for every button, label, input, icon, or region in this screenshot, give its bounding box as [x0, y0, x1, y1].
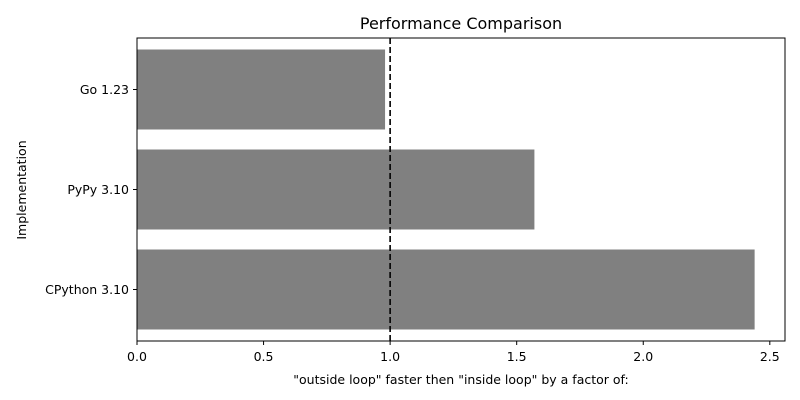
y-tick-label: Go 1.23	[80, 82, 129, 97]
x-tick-label: 0.5	[254, 349, 274, 364]
y-axis-ticks: CPython 3.10 PyPy 3.10 Go 1.23	[45, 82, 137, 297]
x-tick-label: 0.0	[127, 349, 147, 364]
x-tick-label: 2.0	[633, 349, 653, 364]
bar-cpython-3-10	[137, 249, 755, 330]
chart-title: Performance Comparison	[360, 14, 562, 33]
x-axis-ticks: 0.0 0.5 1.0 1.5 2.0 2.5	[127, 341, 780, 364]
bars-group	[137, 49, 755, 330]
x-tick-label: 1.0	[380, 349, 400, 364]
x-tick-label: 1.5	[507, 349, 527, 364]
x-axis-label: "outside loop" faster then "inside loop"…	[293, 372, 628, 387]
y-axis-label: Implementation	[14, 140, 29, 239]
y-tick-label: CPython 3.10	[45, 282, 129, 297]
y-tick-label: PyPy 3.10	[67, 182, 129, 197]
bar-pypy-3-10	[137, 149, 535, 230]
bar-go-1-23	[137, 49, 386, 130]
x-tick-label: 2.5	[760, 349, 780, 364]
